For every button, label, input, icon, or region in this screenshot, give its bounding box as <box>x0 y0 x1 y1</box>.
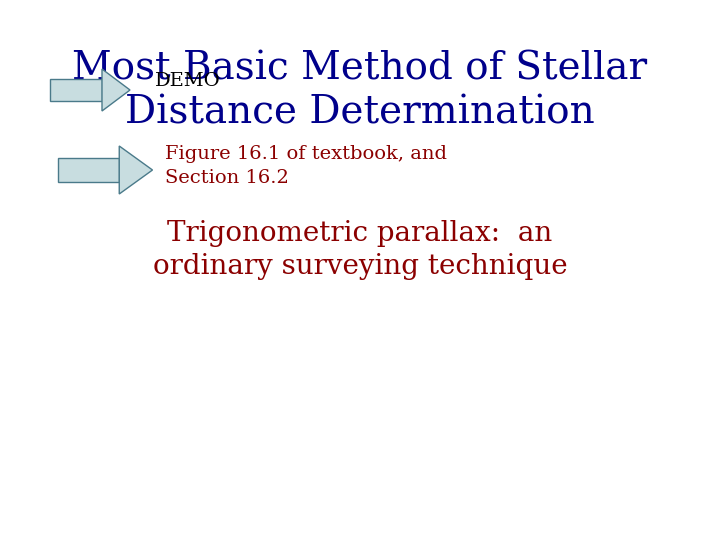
Text: Figure 16.1 of textbook, and
Section 16.2: Figure 16.1 of textbook, and Section 16.… <box>165 145 447 187</box>
Polygon shape <box>120 146 153 194</box>
Bar <box>58 158 120 183</box>
Text: DEMO: DEMO <box>155 72 221 90</box>
Bar <box>50 79 102 101</box>
Text: Most Basic Method of Stellar
Distance Determination: Most Basic Method of Stellar Distance De… <box>73 50 647 131</box>
Text: Trigonometric parallax:  an
ordinary surveying technique: Trigonometric parallax: an ordinary surv… <box>153 220 567 280</box>
Polygon shape <box>102 69 130 111</box>
